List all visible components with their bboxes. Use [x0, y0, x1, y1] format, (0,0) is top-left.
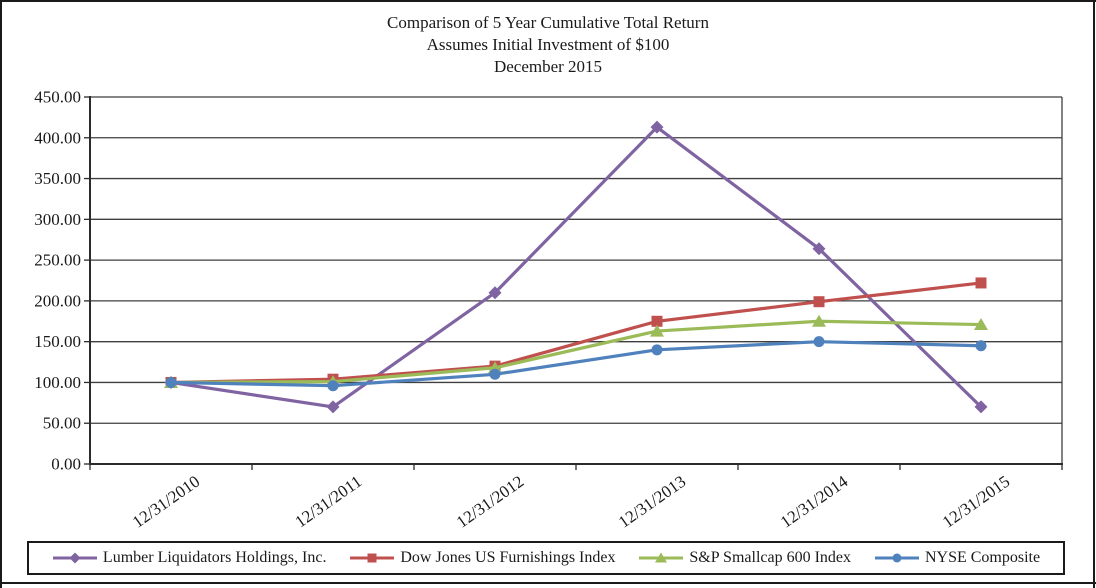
- x-axis-label: 12/31/2015: [939, 472, 1013, 532]
- series-line: [169, 319, 983, 385]
- y-axis-label: 450.00: [34, 88, 81, 107]
- data-point: [812, 242, 826, 256]
- series-line: [169, 125, 983, 409]
- legend-marker-square-icon: [350, 553, 395, 563]
- data-point: [974, 400, 988, 414]
- y-axis-label: 50.00: [43, 414, 81, 433]
- legend-marker-triangle-icon: [639, 552, 684, 563]
- y-axis-label: 150.00: [34, 332, 81, 351]
- legend-label: Dow Jones US Furnishings Index: [400, 549, 616, 566]
- left-border-line: [0, 0, 2, 588]
- x-axis-label: 12/31/2012: [453, 472, 527, 532]
- y-axis-label: 200.00: [34, 291, 81, 310]
- chart-date-label: December 2015: [493, 57, 603, 76]
- data-point: [812, 314, 826, 327]
- y-axis-label: 250.00: [34, 251, 81, 270]
- data-point: [489, 368, 501, 380]
- data-point: [974, 318, 988, 331]
- data-point: [650, 324, 664, 337]
- legend-item: S&P Smallcap 600 Index: [638, 549, 851, 567]
- legend-item: Lumber Liquidators Holdings, Inc.: [52, 549, 327, 567]
- data-point: [650, 120, 664, 134]
- top-border-line: [0, 0, 1096, 2]
- data-point: [975, 340, 987, 352]
- y-axis-label: 300.00: [34, 210, 81, 229]
- y-axis-label: 400.00: [34, 128, 81, 147]
- x-axis-label: 12/31/2013: [615, 472, 689, 532]
- data-point: [813, 336, 825, 348]
- data-point: [651, 344, 663, 356]
- data-point: [813, 296, 825, 308]
- series-line: [169, 281, 983, 385]
- y-axis-label: 100.00: [34, 373, 81, 392]
- x-axis-label: 12/31/2011: [291, 472, 365, 532]
- legend-marker-diamond-icon: [52, 552, 97, 564]
- chart-legend: Lumber Liquidators Holdings, Inc. Dow Jon…: [27, 541, 1065, 575]
- data-point: [165, 376, 177, 388]
- chart-title: Comparison of 5 Year Cumulative Total Re…: [387, 13, 709, 32]
- right-border-line: [1093, 0, 1095, 588]
- data-point: [651, 315, 663, 327]
- y-axis-label: 0.00: [51, 455, 81, 474]
- legend-item: Dow Jones US Furnishings Index: [349, 549, 615, 567]
- data-point: [488, 286, 502, 300]
- x-axis-label: 12/31/2014: [777, 471, 852, 531]
- legend-label: NYSE Composite: [924, 549, 1041, 566]
- legend-label: S&P Smallcap 600 Index: [689, 549, 852, 566]
- data-point: [975, 277, 987, 289]
- y-axis-label: 350.00: [34, 169, 81, 188]
- x-axis-label: 12/31/2010: [129, 472, 203, 532]
- legend-item: NYSE Composite: [874, 549, 1040, 567]
- legend-label: Lumber Liquidators Holdings, Inc.: [102, 549, 327, 566]
- chart-title-block: Comparison of 5 Year Cumulative Total Re…: [0, 12, 1096, 78]
- chart-subtitle: Assumes Initial Investment of $100: [426, 35, 670, 54]
- data-point: [327, 380, 339, 392]
- bottom-border-line: [0, 582, 1096, 584]
- data-point: [326, 400, 340, 414]
- legend-marker-circle-icon: [874, 553, 919, 563]
- series-line: [169, 340, 983, 388]
